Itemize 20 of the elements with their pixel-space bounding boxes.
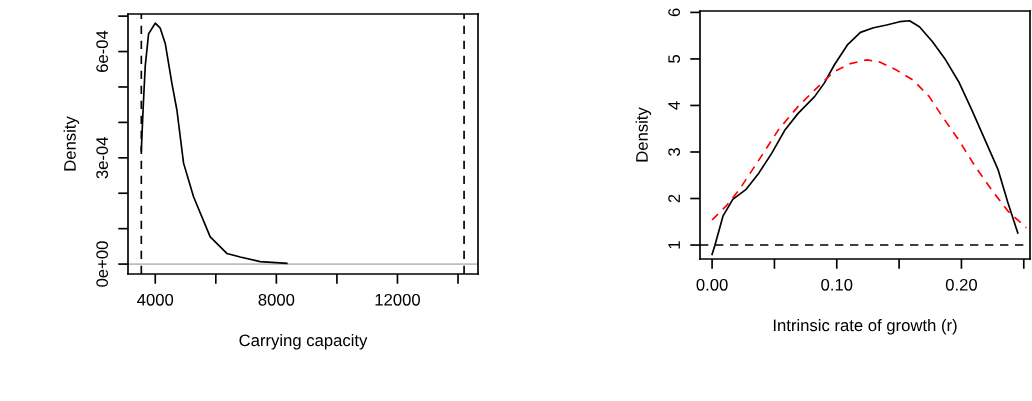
y-axis-title: Density: [63, 116, 80, 171]
y-tick-label: 2: [668, 194, 680, 203]
y-tick-label: 3e-04: [96, 136, 109, 179]
x-tick-label: 0.00: [696, 278, 728, 291]
y-tick-label: 4: [668, 101, 680, 110]
y-tick-label: 6: [668, 8, 681, 17]
x-tick-label: 8000: [258, 293, 295, 306]
x-tick-label: 4000: [137, 293, 174, 306]
y-tick-label: 0e+00: [96, 241, 109, 287]
y-tick-label: 3: [668, 148, 681, 156]
x-tick-label: 0.20: [945, 278, 977, 291]
x-tick-label: 0.10: [821, 278, 853, 291]
x-tick-label: 12000: [375, 293, 420, 306]
x-axis-title: Intrinsic rate of growth (r): [773, 318, 957, 335]
y-tick-label: 6e-04: [96, 30, 109, 73]
y-tick-label: 5: [668, 54, 681, 63]
x-axis-title: Carrying capacity: [239, 333, 368, 350]
y-tick-label: 1: [668, 241, 680, 249]
line-series: [711, 59, 1028, 229]
y-axis-title: Density: [635, 107, 652, 162]
